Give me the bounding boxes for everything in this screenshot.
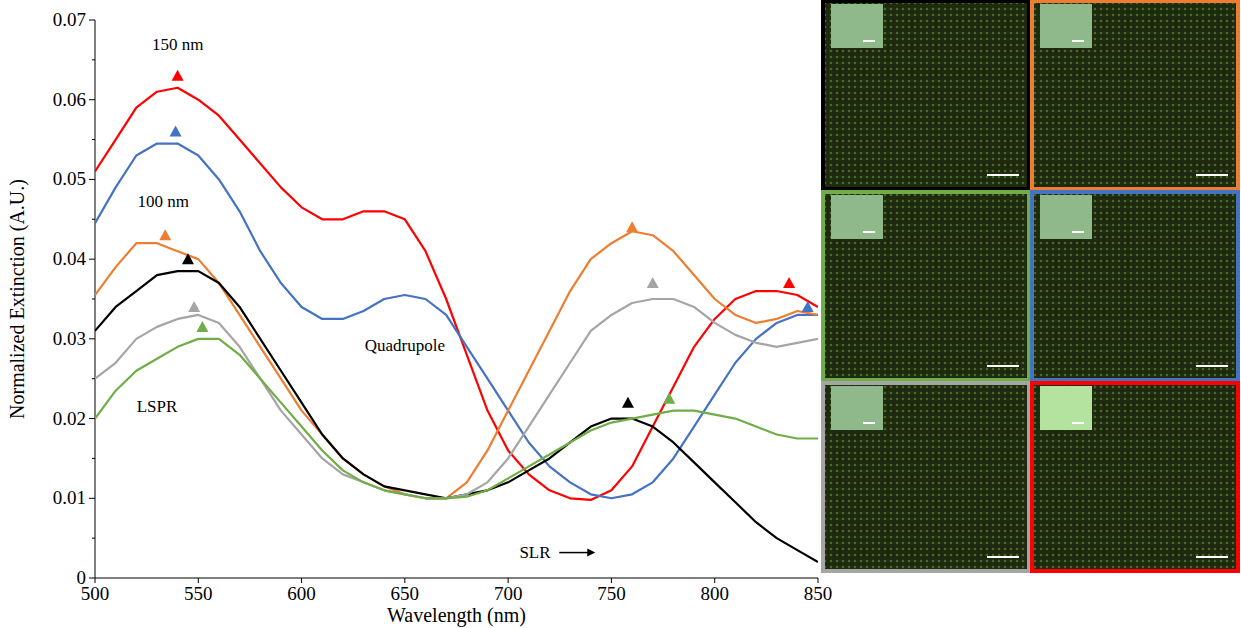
peak-marker	[663, 393, 675, 404]
peak-marker	[170, 126, 182, 137]
y-axis-title: Normalized Extinction (A.U.)	[6, 179, 29, 419]
series-line	[95, 144, 818, 499]
y-tick	[89, 338, 95, 339]
y-tick-label: 0.07	[53, 9, 86, 30]
y-minor-tick	[92, 59, 95, 60]
scale-bar	[987, 174, 1019, 176]
x-tick-label: 550	[184, 583, 213, 604]
micrograph-inset	[831, 386, 883, 430]
scale-bar	[1196, 174, 1228, 176]
micrograph	[1032, 192, 1238, 380]
annotation: Quadrupole	[365, 336, 445, 355]
annotation: SLR	[519, 543, 551, 562]
micrograph	[823, 383, 1029, 571]
chart: 00.010.020.030.040.050.060.0750055060065…	[0, 0, 1241, 628]
annotation: 100 nm	[137, 192, 188, 211]
plot-area	[95, 70, 818, 562]
x-tick-label: 600	[287, 583, 316, 604]
x-tick-label: 850	[804, 583, 833, 604]
annotation: 150 nm	[152, 35, 203, 54]
series-line	[95, 231, 818, 498]
peak-marker	[182, 253, 194, 264]
micrograph	[823, 1, 1029, 189]
arrow-head	[587, 549, 595, 557]
x-tick-label: 800	[700, 583, 729, 604]
scale-bar	[863, 422, 875, 424]
y-tick	[89, 99, 95, 100]
y-minor-tick	[92, 458, 95, 459]
y-tick	[89, 578, 95, 579]
micrograph	[1032, 1, 1238, 189]
y-minor-tick	[92, 378, 95, 379]
scale-bar	[1196, 365, 1228, 367]
micrograph-inset	[831, 4, 883, 48]
peak-marker	[783, 277, 795, 288]
micrograph-inset	[831, 195, 883, 239]
y-minor-tick	[92, 299, 95, 300]
scale-bar	[863, 40, 875, 42]
y-tick	[89, 418, 95, 419]
y-tick-label: 0.01	[53, 487, 86, 508]
y-tick	[89, 498, 95, 499]
y-tick	[89, 20, 95, 21]
scale-bar	[863, 231, 875, 233]
peak-marker	[647, 277, 659, 288]
y-minor-tick	[92, 139, 95, 140]
x-axis-title: Wavelength (nm)	[387, 604, 526, 627]
micrograph-inset	[1040, 386, 1092, 430]
peak-marker	[622, 397, 634, 408]
y-minor-tick	[92, 219, 95, 220]
x-tick-label: 500	[81, 583, 110, 604]
x-tick-label: 650	[391, 583, 420, 604]
y-tick	[89, 179, 95, 180]
series-line	[95, 271, 818, 562]
y-tick-label: 0.02	[53, 408, 86, 429]
arrow	[559, 552, 589, 554]
y-tick-label: 0.04	[53, 248, 87, 269]
peak-marker	[626, 221, 638, 232]
series-line	[95, 299, 818, 498]
scale-bar	[987, 365, 1019, 367]
peak-marker	[159, 229, 171, 240]
peak-marker	[188, 301, 200, 312]
x-tick-label: 700	[494, 583, 523, 604]
x-axis	[95, 578, 818, 579]
scale-bar	[1072, 231, 1084, 233]
micrograph-inset	[1040, 4, 1092, 48]
series-line	[95, 339, 818, 498]
scale-bar	[1196, 556, 1228, 558]
peak-marker	[196, 321, 208, 332]
annotation: LSPR	[137, 397, 178, 416]
y-minor-tick	[92, 538, 95, 539]
y-tick-label: 0.05	[53, 168, 86, 189]
peak-marker	[172, 70, 184, 81]
micrograph	[1032, 383, 1238, 571]
y-tick-label: 0.03	[53, 328, 86, 349]
x-tick-label: 750	[597, 583, 626, 604]
series-line	[95, 88, 818, 500]
scale-bar	[1072, 422, 1084, 424]
scale-bar	[987, 556, 1019, 558]
y-tick-label: 0.06	[53, 89, 86, 110]
micrograph-inset	[1040, 195, 1092, 239]
scale-bar	[1072, 40, 1084, 42]
y-tick	[89, 259, 95, 260]
peak-marker	[802, 301, 814, 312]
micrograph	[823, 192, 1029, 380]
